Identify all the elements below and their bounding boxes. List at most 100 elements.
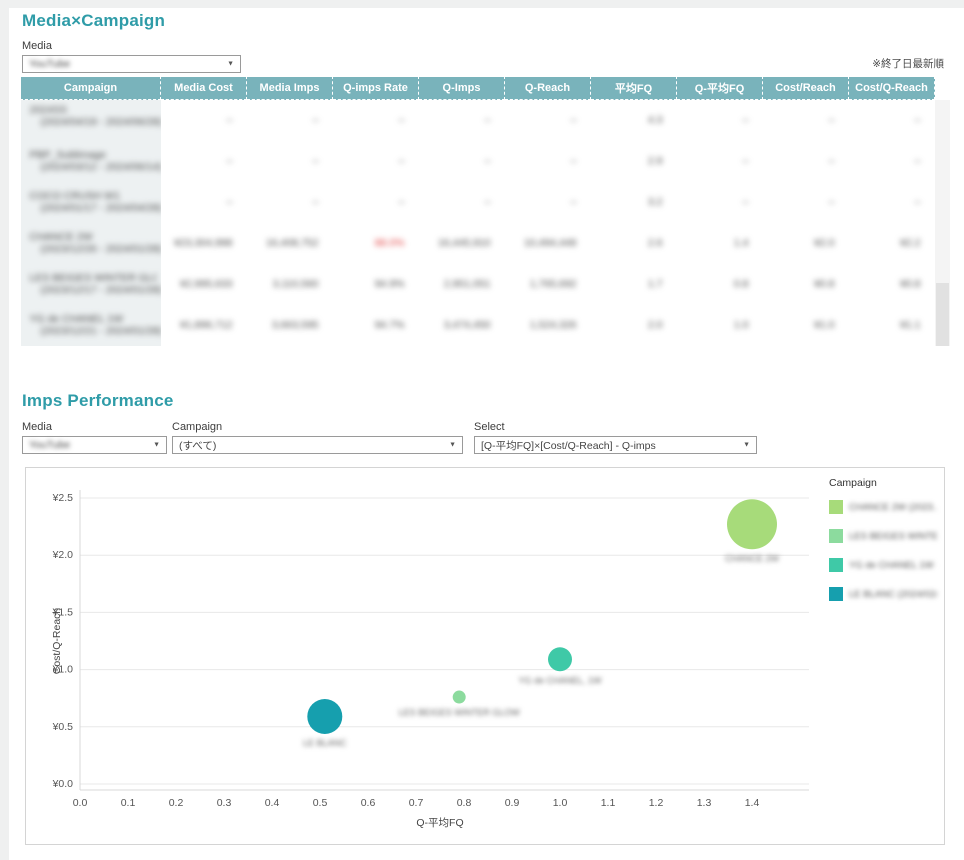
table-cell[interactable]: ¥1.0	[762, 304, 849, 346]
table-row[interactable]: CHANCE 2W (2023/12/26 - 2024/01/28) ¥23,30…	[20, 222, 935, 264]
chart-media-label: Media	[22, 421, 52, 433]
campaign-cell[interactable]: CHANCE 2W (2023/12/26 - 2024/01/28)	[20, 222, 161, 264]
table-cell[interactable]: –	[762, 140, 849, 182]
table-row[interactable]: PBP_Sublimage (2024/03/12 - 2024/06/14) – –…	[20, 140, 935, 182]
table-row[interactable]: COCO CRUSH W1 (2024/01/17 - 2024/04/28) – –…	[20, 181, 935, 223]
scatter-bubble[interactable]	[548, 647, 572, 672]
table-cell[interactable]: 1.7	[590, 263, 677, 305]
table-cell[interactable]: –	[848, 99, 935, 141]
column-header-0[interactable]: Campaign	[20, 76, 161, 100]
chart-select-dropdown[interactable]: [Q-平均FQ]×[Cost/Q-Reach] - Q-imps ▼	[474, 436, 757, 454]
table-cell[interactable]: –	[676, 181, 763, 223]
media-filter-dropdown[interactable]: YouTube ▼	[22, 55, 241, 73]
table-cell[interactable]: –	[246, 181, 333, 223]
table-cell[interactable]: –	[504, 99, 591, 141]
chart-media-dropdown[interactable]: YouTube ▼	[22, 436, 167, 454]
campaign-name: COCO CRUSH W1	[29, 190, 120, 202]
table-cell[interactable]: ¥2.2	[848, 222, 935, 264]
table-cell[interactable]: ¥2.0	[762, 222, 849, 264]
legend-item[interactable]: YG de CHANEL 1W (2...	[829, 554, 937, 576]
table-cell[interactable]: –	[418, 99, 505, 141]
campaign-name: CHANCE 2W	[29, 231, 93, 243]
table-cell[interactable]: ¥0.8	[848, 263, 935, 305]
table-cell[interactable]: ¥2,995,633	[160, 263, 247, 305]
x-tick-label: 0.0	[73, 797, 88, 809]
campaign-cell[interactable]: LES BEIGES WINTER GLOW(2023/12/17 - 2024…	[20, 263, 161, 305]
table-cell[interactable]: 1,765,692	[504, 263, 591, 305]
table-cell[interactable]: 2.0	[590, 304, 677, 346]
column-header-7[interactable]: Q-平均FQ	[676, 76, 763, 100]
table-cell[interactable]: 2.6	[590, 222, 677, 264]
table-cell[interactable]: –	[848, 181, 935, 223]
table-cell[interactable]: –	[418, 181, 505, 223]
table-cell[interactable]: 1,524,326	[504, 304, 591, 346]
table-cell[interactable]: –	[676, 140, 763, 182]
table-cell[interactable]: –	[332, 181, 419, 223]
table-row[interactable]: YG de CHANEL 1W (2023/12/21 - 2024/01/28)…	[20, 304, 935, 346]
table-cell[interactable]: 3,663,595	[246, 304, 333, 346]
cell-value: –	[484, 196, 491, 208]
legend-item[interactable]: LE BLANC (2024/02/0...	[829, 583, 937, 605]
column-header-9[interactable]: Cost/Q-Reach	[848, 76, 935, 100]
chart-select-value: [Q-平均FQ]×[Cost/Q-Reach] - Q-imps	[481, 439, 656, 452]
table-row[interactable]: LES BEIGES WINTER GLOW(2023/12/17 - 2024…	[20, 263, 935, 305]
legend-item[interactable]: LES BEIGES WINTER G...	[829, 525, 937, 547]
y-tick-label: ¥2.5	[52, 492, 74, 504]
scatter-bubble[interactable]	[727, 499, 777, 550]
table-scrollbar-thumb[interactable]	[936, 283, 949, 346]
table-cell[interactable]: –	[160, 181, 247, 223]
table-cell[interactable]: 94.7%	[332, 304, 419, 346]
table-cell[interactable]: 2.9	[590, 140, 677, 182]
column-header-6[interactable]: 平均FQ	[590, 76, 677, 100]
scatter-bubble[interactable]	[307, 699, 343, 735]
column-header-1[interactable]: Media Cost	[160, 76, 247, 100]
table-cell[interactable]: 10,494,448	[504, 222, 591, 264]
table-cell[interactable]: –	[160, 140, 247, 182]
table-cell[interactable]: 4.3	[590, 99, 677, 141]
table-cell[interactable]: ¥0.8	[762, 263, 849, 305]
campaign-cell[interactable]: COCO CRUSH W1 (2024/01/17 - 2024/04/28)	[20, 181, 161, 223]
table-cell[interactable]: ¥23,304,998	[160, 222, 247, 264]
table-cell[interactable]: ¥1,896,712	[160, 304, 247, 346]
table-cell[interactable]: 3,474,450	[418, 304, 505, 346]
column-header-2[interactable]: Media Imps	[246, 76, 333, 100]
column-header-3[interactable]: Q-imps Rate	[332, 76, 419, 100]
campaign-cell[interactable]: PBP_Sublimage (2024/03/12 - 2024/06/14)	[20, 140, 161, 182]
table-cell[interactable]: ¥1.1	[848, 304, 935, 346]
chevron-down-icon: ▼	[153, 441, 160, 449]
table-cell[interactable]: –	[848, 140, 935, 182]
table-cell[interactable]: –	[504, 140, 591, 182]
campaign-cell[interactable]: 2024SS (2024/04/19 - 2024/06/28)	[20, 99, 161, 141]
table-cell[interactable]: –	[332, 140, 419, 182]
campaign-cell[interactable]: YG de CHANEL 1W (2023/12/21 - 2024/01/28)	[20, 304, 161, 346]
table-cell[interactable]: –	[418, 140, 505, 182]
scatter-bubble[interactable]	[452, 690, 466, 704]
table-cell[interactable]: 94.9%	[332, 263, 419, 305]
table-cell[interactable]: 1.4	[676, 222, 763, 264]
table-cell[interactable]: 88.0%	[332, 222, 419, 264]
table-cell[interactable]: –	[676, 99, 763, 141]
chart-campaign-label: Campaign	[172, 421, 223, 433]
table-cell[interactable]: 2,951,051	[418, 263, 505, 305]
table-cell[interactable]: –	[762, 181, 849, 223]
table-cell[interactable]: –	[246, 140, 333, 182]
table-cell[interactable]: 3.2	[590, 181, 677, 223]
chart-campaign-dropdown[interactable]: (すべて) ▼	[172, 436, 463, 454]
table-cell[interactable]: 16,408,752	[246, 222, 333, 264]
table-cell[interactable]: –	[762, 99, 849, 141]
legend-item[interactable]: CHANCE 2W (2023...	[829, 496, 937, 518]
table-cell[interactable]: –	[246, 99, 333, 141]
table-cell[interactable]: –	[160, 99, 247, 141]
column-header-8[interactable]: Cost/Reach	[762, 76, 849, 100]
cell-value: ¥23,304,998	[174, 237, 233, 249]
table-cell[interactable]: 16,445,910	[418, 222, 505, 264]
table-cell[interactable]: 0.8	[676, 263, 763, 305]
table-cell[interactable]: 3,110,560	[246, 263, 333, 305]
table-scrollbar[interactable]	[935, 100, 950, 346]
column-header-4[interactable]: Q-Imps	[418, 76, 505, 100]
table-cell[interactable]: –	[504, 181, 591, 223]
table-row[interactable]: 2024SS (2024/04/19 - 2024/06/28) – – – – – 4.3 –…	[20, 99, 935, 141]
column-header-5[interactable]: Q-Reach	[504, 76, 591, 100]
table-cell[interactable]: –	[332, 99, 419, 141]
table-cell[interactable]: 1.0	[676, 304, 763, 346]
